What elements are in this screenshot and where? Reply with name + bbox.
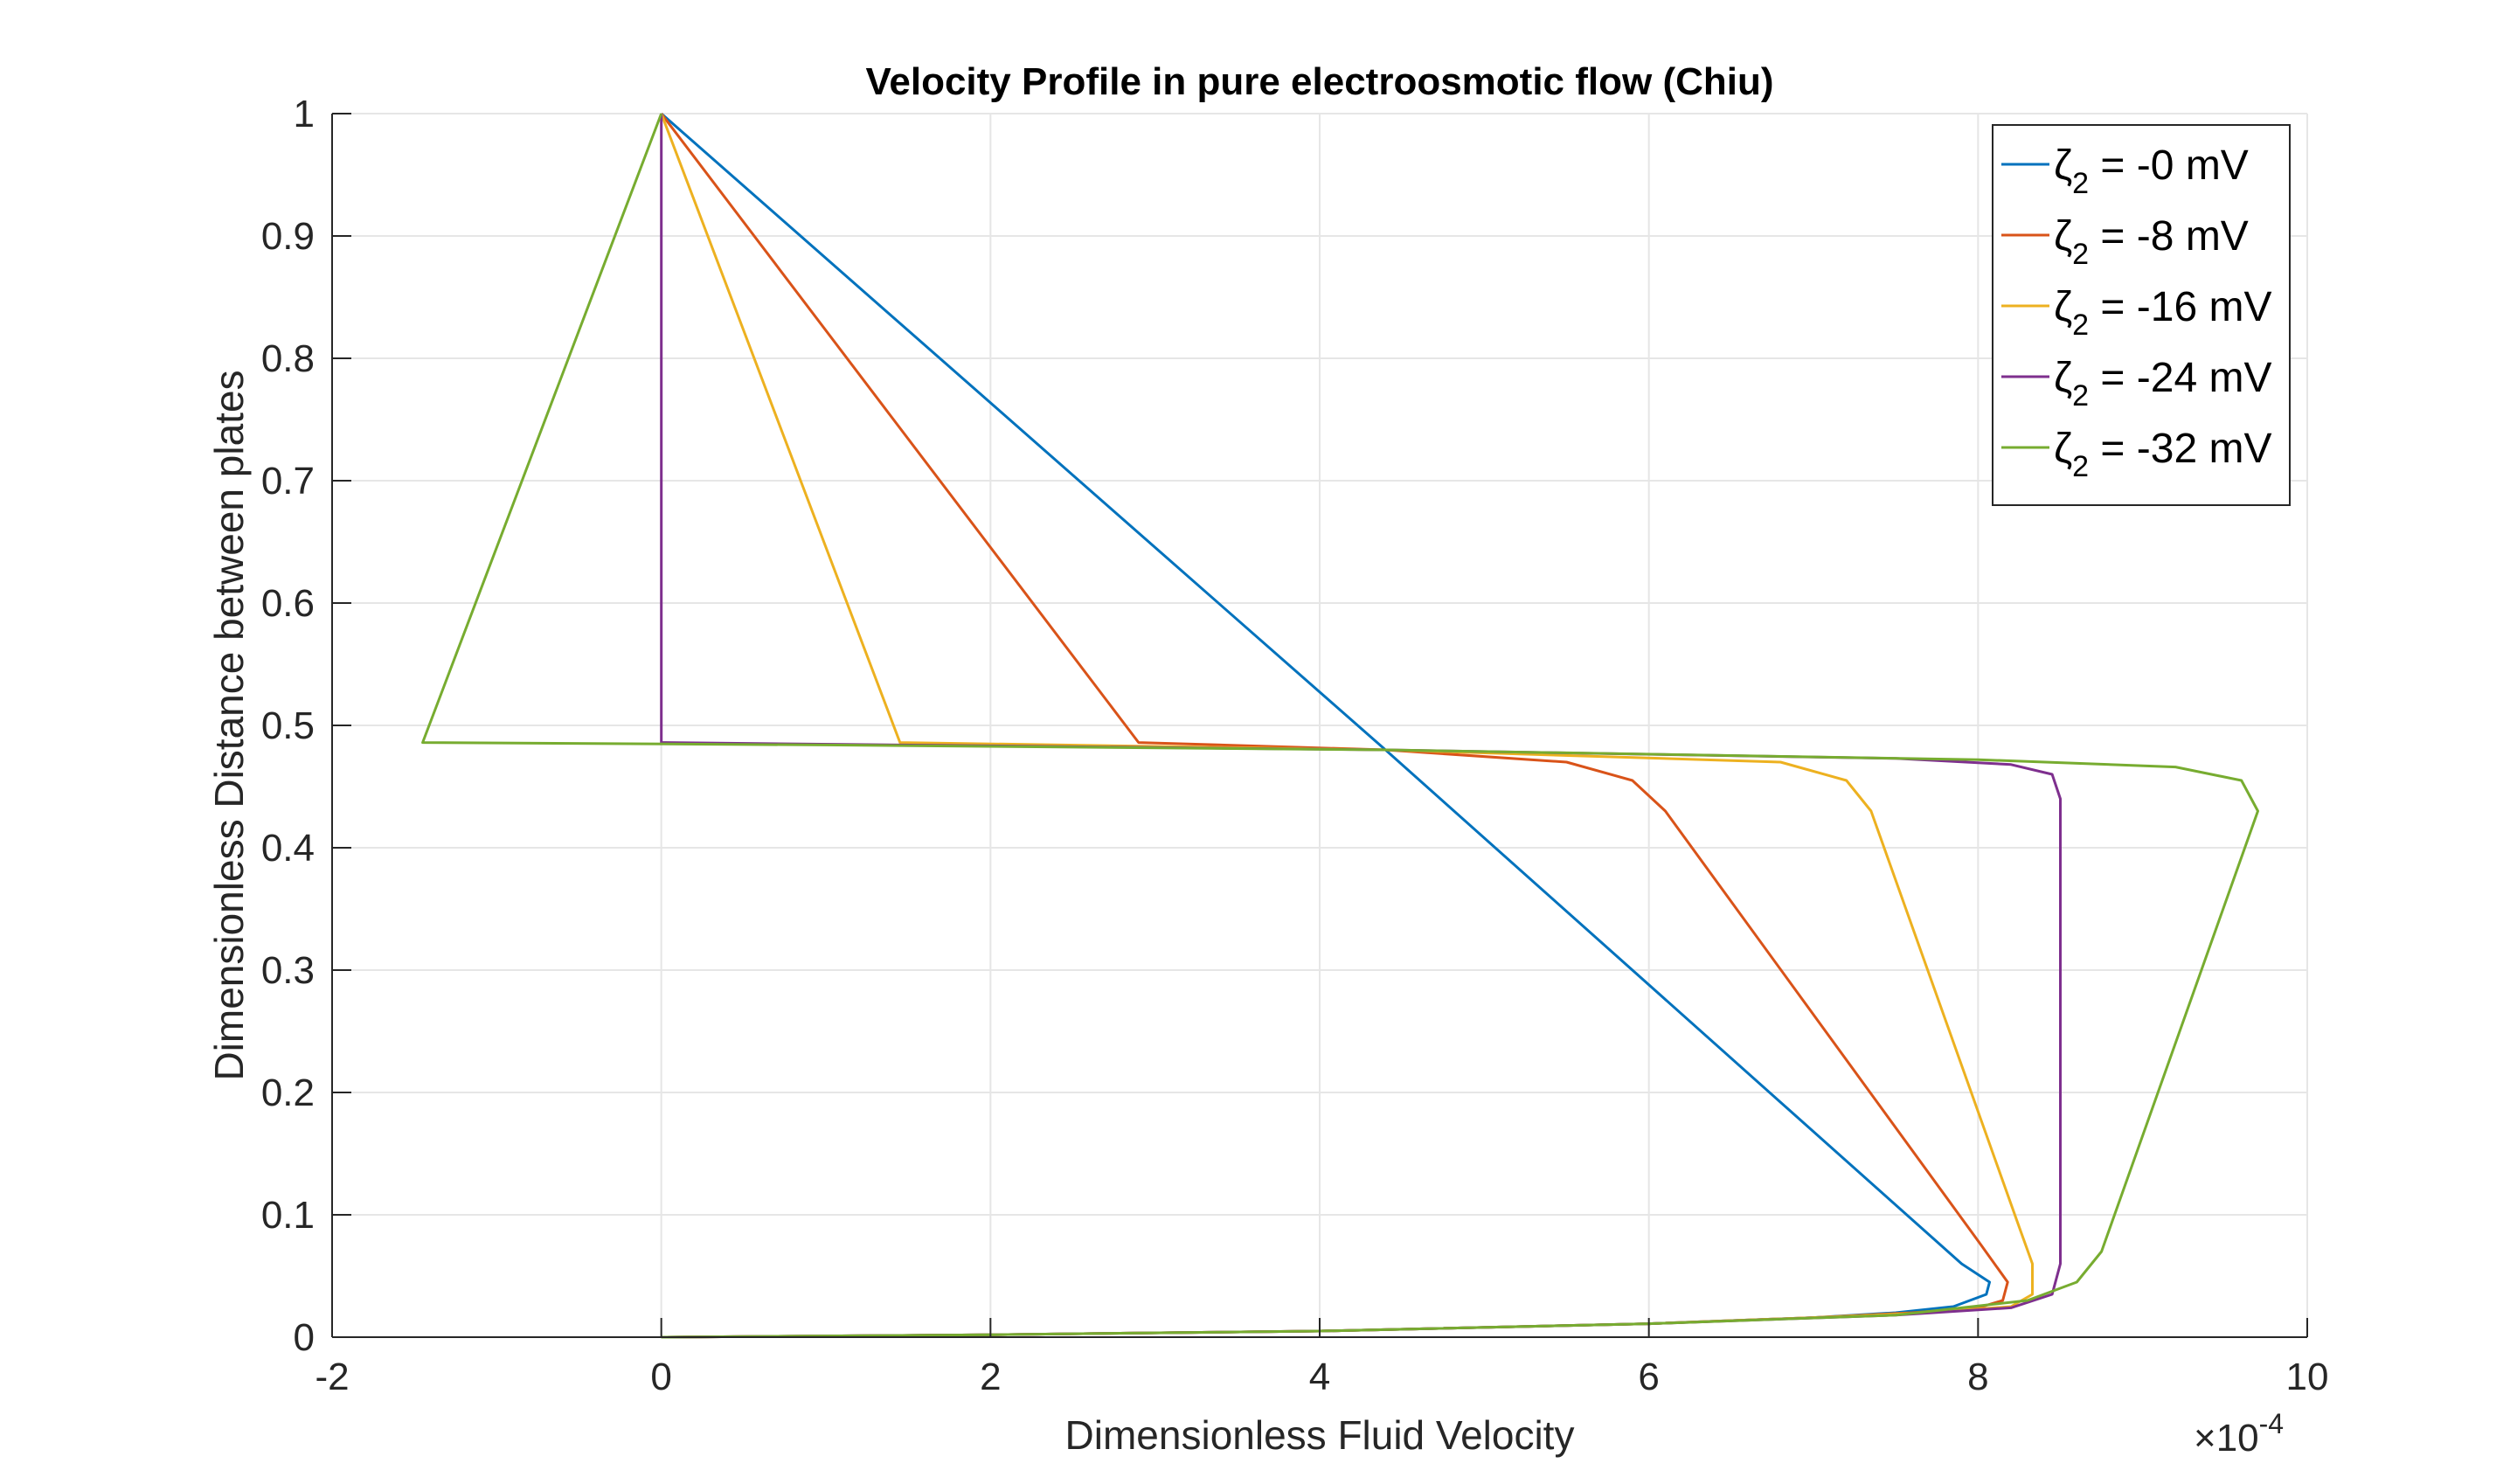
legend-label-4: ζ2 = -24 mV bbox=[2054, 355, 2272, 413]
x-tick-label: -2 bbox=[315, 1356, 349, 1398]
x-tick-label: 2 bbox=[980, 1356, 1001, 1398]
y-tick-label: 0.4 bbox=[261, 827, 315, 870]
y-tick-label: 0 bbox=[294, 1316, 315, 1359]
legend-box bbox=[1992, 124, 2291, 506]
chart-title: Velocity Profile in pure electroosmotic … bbox=[865, 60, 1773, 103]
legend-label-3: ζ2 = -16 mV bbox=[2054, 284, 2272, 342]
legend: ζ2 = -0 mV ζ2 = -8 mV ζ2 = -16 mV ζ2 = -24 … bbox=[1992, 124, 2291, 506]
x-tick-label: 6 bbox=[1638, 1356, 1659, 1398]
legend-label-5: ζ2 = -32 mV bbox=[2054, 426, 2272, 483]
y-tick-label: 0.6 bbox=[261, 582, 315, 625]
legend-label-2: ζ2 = -8 mV bbox=[2054, 213, 2249, 271]
x-tick-label: 0 bbox=[650, 1356, 671, 1398]
series-line-5 bbox=[421, 113, 2259, 1339]
y-tick-label: 0.3 bbox=[261, 949, 315, 992]
y-tick-label: 0.2 bbox=[261, 1071, 315, 1114]
y-axis-label: Dimensionless Distance between plates bbox=[206, 370, 252, 1080]
x-tick-label: 10 bbox=[2286, 1356, 2329, 1398]
x-tick-label: 8 bbox=[1967, 1356, 1988, 1398]
y-tick-label: 0.1 bbox=[261, 1194, 315, 1237]
y-tick-label: 0.7 bbox=[261, 460, 315, 503]
x-multiplier-exponent: -4 bbox=[2259, 1408, 2284, 1439]
legend-label-1: ζ2 = -0 mV bbox=[2054, 142, 2249, 200]
x-tick-label: 4 bbox=[1309, 1356, 1330, 1398]
y-tick-label: 0.9 bbox=[261, 215, 315, 258]
series-layer bbox=[421, 112, 2259, 1339]
x-axis-label: Dimensionless Fluid Velocity bbox=[1065, 1412, 1575, 1458]
x-multiplier-base: ×10 bbox=[2194, 1417, 2259, 1460]
y-tick-label: 0.5 bbox=[261, 704, 315, 747]
y-tick-label: 1 bbox=[294, 93, 315, 135]
y-tick-label: 0.8 bbox=[261, 337, 315, 380]
x-axis-multiplier: ×10-4 bbox=[2194, 1408, 2284, 1460]
